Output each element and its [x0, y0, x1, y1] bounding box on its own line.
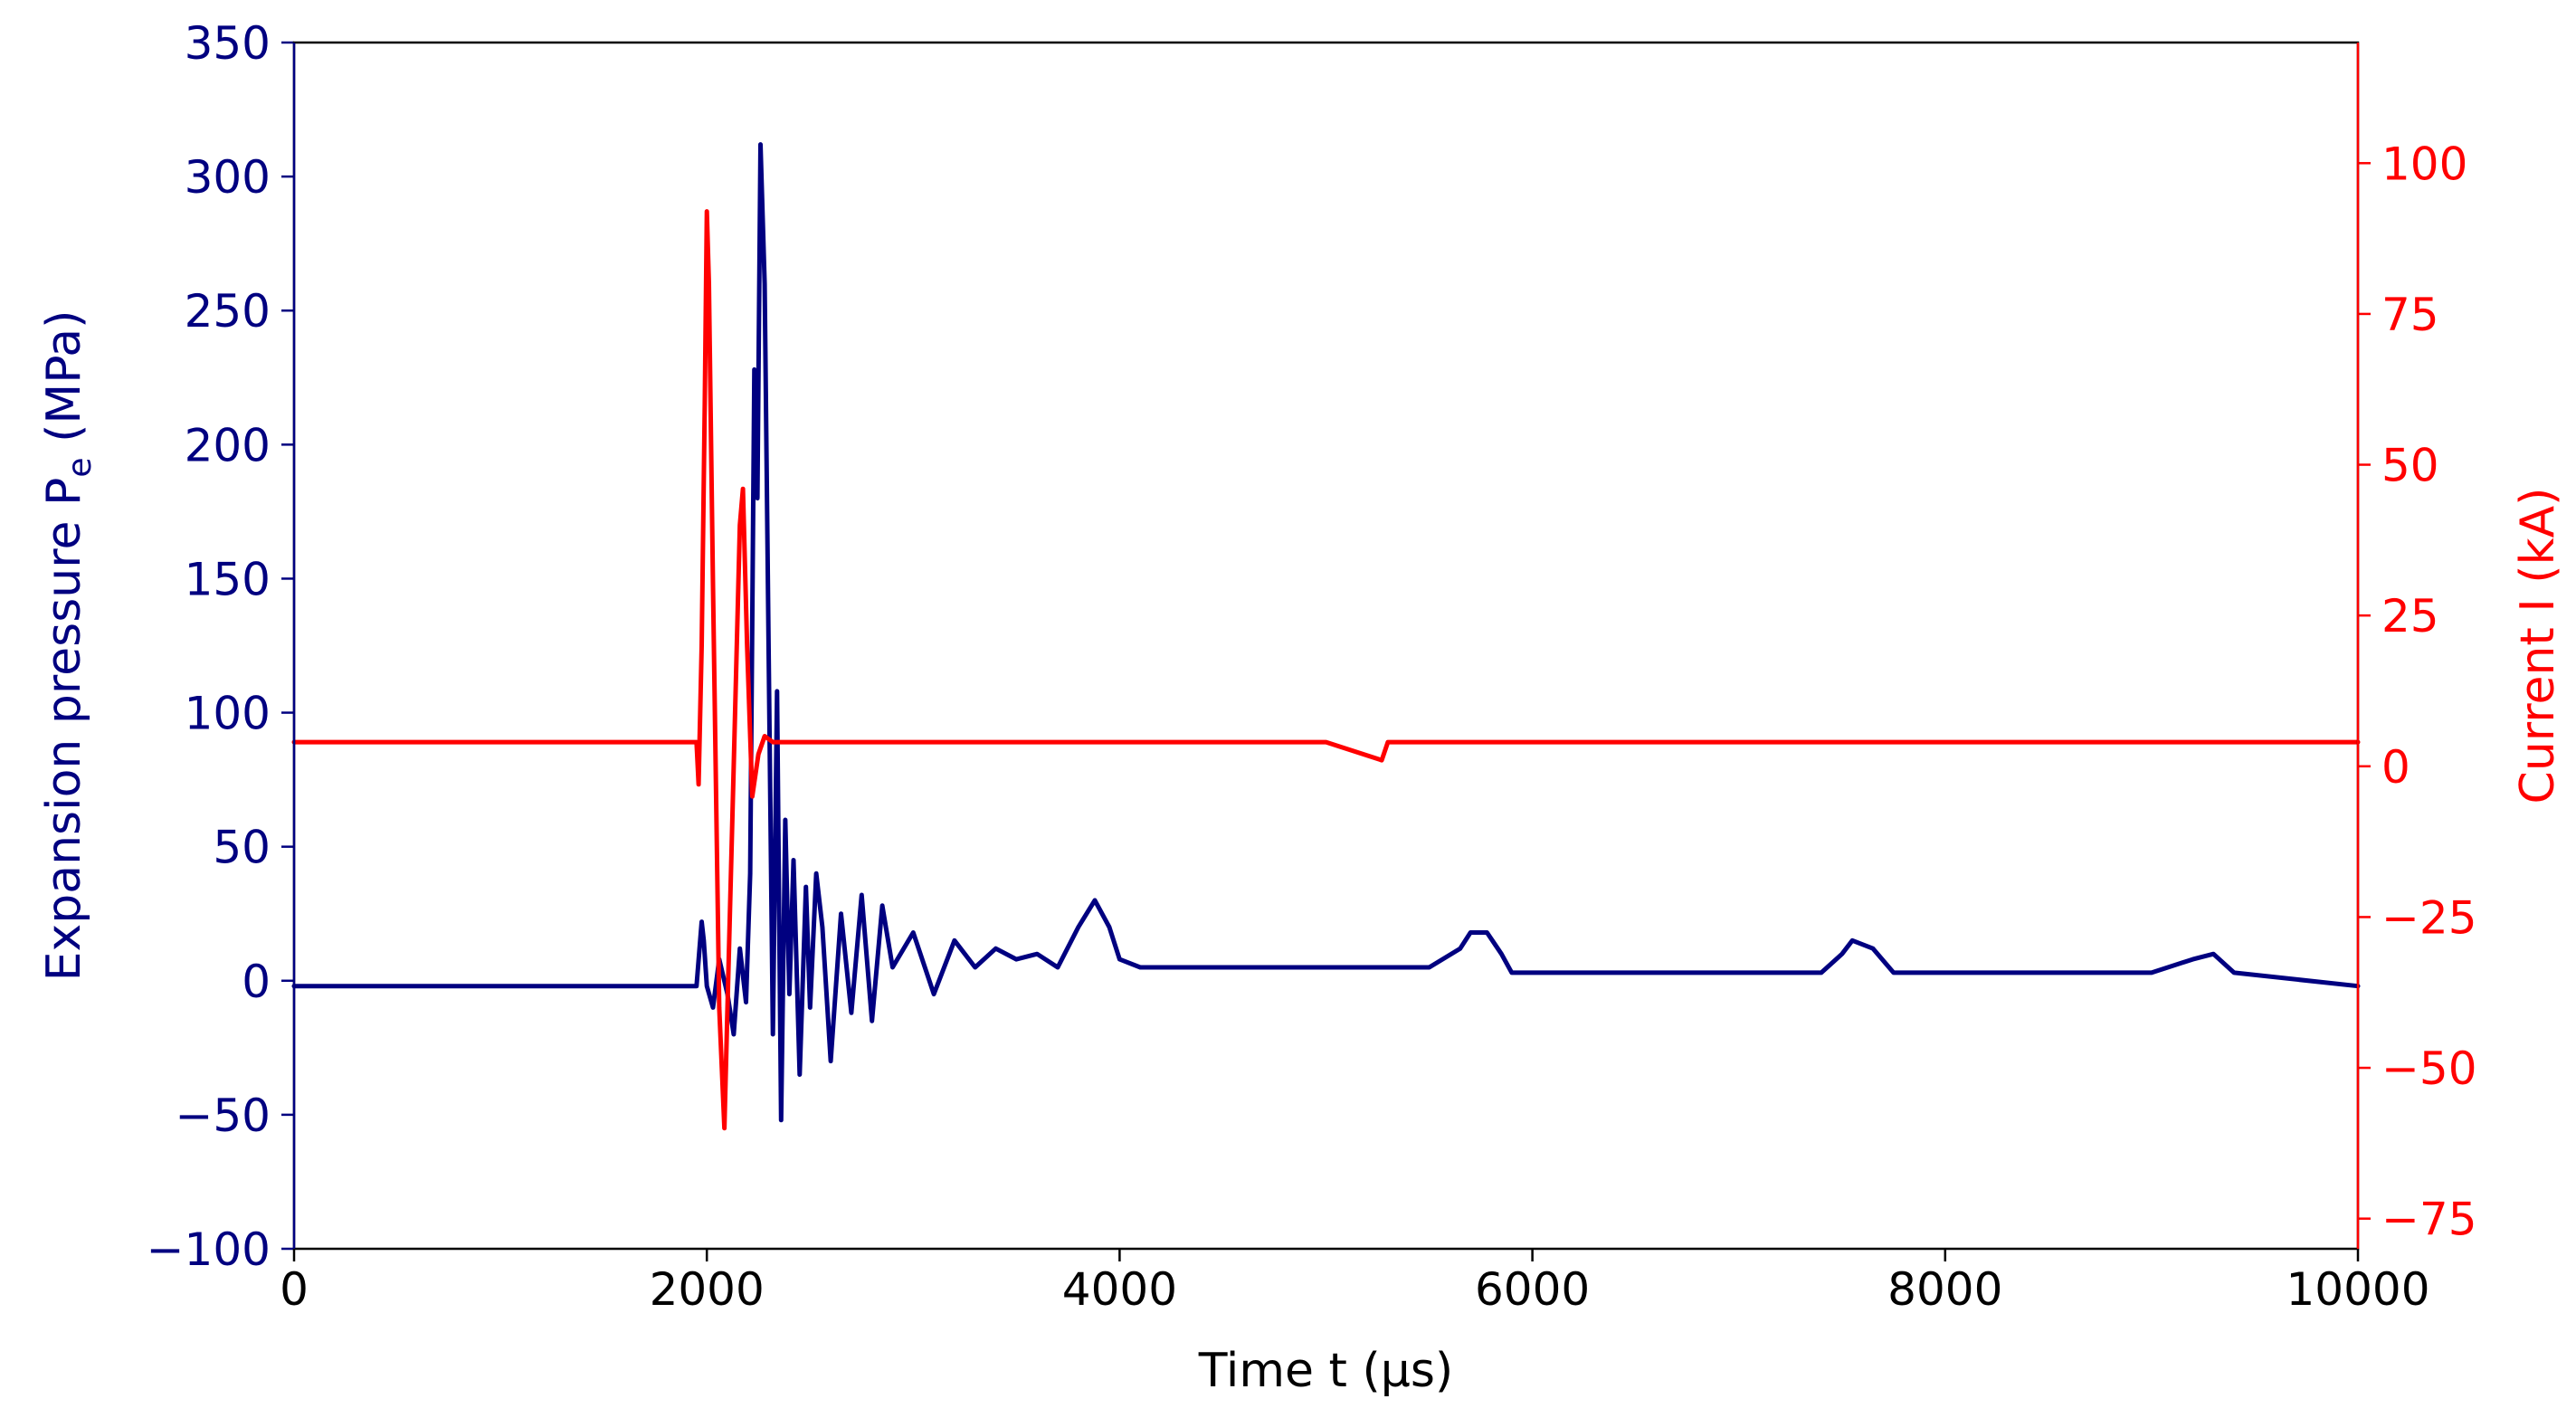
left-tick-label: 350 — [185, 17, 271, 70]
left-tick-label: 250 — [185, 285, 271, 338]
series-layer — [291, 142, 2361, 1131]
left-tick-label: 300 — [185, 151, 271, 204]
left-tick-label: 200 — [185, 419, 271, 471]
right-tick-label: 50 — [2381, 440, 2439, 492]
right-axis-label: Current I (kA) — [2511, 488, 2565, 804]
right-axis-ticks: −75 −50 −25 0 25 50 75 100 — [2358, 138, 2477, 1246]
right-tick-label: −75 — [2381, 1194, 2477, 1246]
left-tick-label: −100 — [147, 1223, 271, 1276]
pressure-series-line — [291, 142, 2361, 1123]
plot-frame — [292, 41, 2360, 1251]
right-tick-label: 25 — [2381, 590, 2439, 642]
x-tick-label: 10000 — [2286, 1263, 2429, 1316]
right-tick-label: 100 — [2381, 138, 2467, 190]
right-tick-label: −25 — [2381, 891, 2477, 944]
left-tick-label: 100 — [185, 688, 271, 740]
left-axis-ticks: −100 −50 0 50 100 150 200 250 300 350 — [147, 17, 294, 1276]
current-series-line — [291, 209, 2361, 1131]
left-axis-label-unit: (MPa) — [37, 310, 91, 458]
left-tick-label: 0 — [242, 956, 271, 1008]
left-tick-label: 150 — [185, 553, 271, 605]
x-tick-label: 4000 — [1062, 1263, 1177, 1316]
right-tick-label: 0 — [2381, 741, 2410, 794]
x-tick-label: 2000 — [650, 1263, 765, 1316]
x-axis-label: Time t (μs) — [1198, 1344, 1453, 1398]
x-axis-ticks: 0 2000 4000 6000 8000 10000 — [280, 1249, 2430, 1316]
right-tick-label: 75 — [2381, 289, 2439, 341]
right-tick-label: −50 — [2381, 1042, 2477, 1095]
x-tick-label: 8000 — [1887, 1263, 2002, 1316]
left-axis-label-text: Expansion pressure P — [37, 478, 91, 982]
left-tick-label: −50 — [175, 1090, 271, 1142]
left-axis-label-subscript: e — [62, 457, 99, 477]
left-tick-label: 50 — [213, 822, 271, 874]
x-tick-label: 6000 — [1475, 1263, 1590, 1316]
left-axis-label: Expansion pressure Pe (MPa) — [37, 310, 99, 982]
x-tick-label: 0 — [280, 1263, 309, 1316]
